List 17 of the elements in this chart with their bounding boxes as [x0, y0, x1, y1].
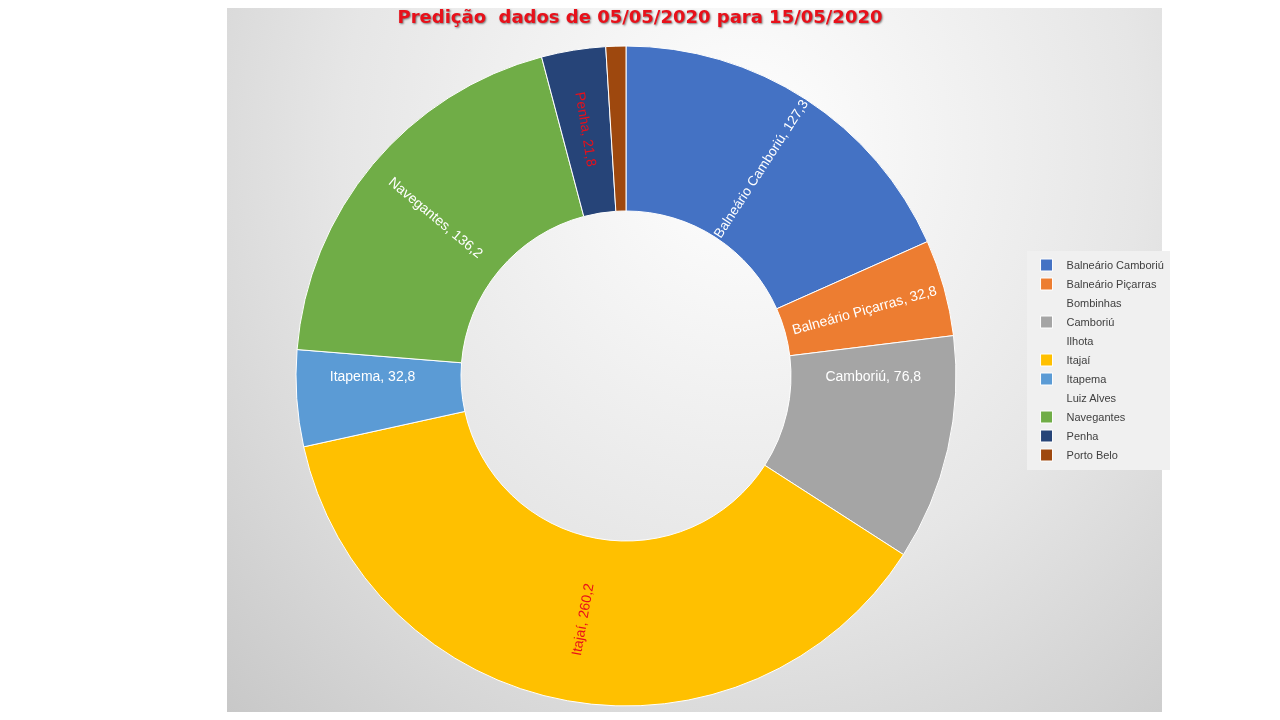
legend-label: Balneário Camboriú [1066, 259, 1164, 272]
data-label: Itapema, 32,8 [329, 368, 416, 384]
chart-title: Predição dados de 05/05/2020 para 15/05/2020 [397, 6, 883, 28]
data-label: Camboriú, 76,8 [825, 368, 922, 384]
legend-label: Balneário Piçarras [1066, 278, 1157, 291]
data-label: Itajaí, 260,2 [567, 581, 597, 657]
legend-label: Penha [1066, 430, 1100, 443]
data-label: Penha, 21,8 [572, 90, 601, 168]
legend-label: Itajaí [1066, 354, 1091, 367]
legend-label: Itapema [1066, 373, 1108, 386]
legend-label: Navegantes [1066, 411, 1126, 424]
category-label: Bombinhas [1066, 297, 1122, 310]
data-label: Balneário Piçarras, 32,8 [790, 281, 939, 338]
legend-label: Porto Belo [1066, 449, 1118, 462]
category-label: Luiz Alves [1066, 392, 1117, 405]
category-label: Ilhota [1066, 335, 1094, 348]
legend-label: Camboriú [1066, 316, 1115, 329]
